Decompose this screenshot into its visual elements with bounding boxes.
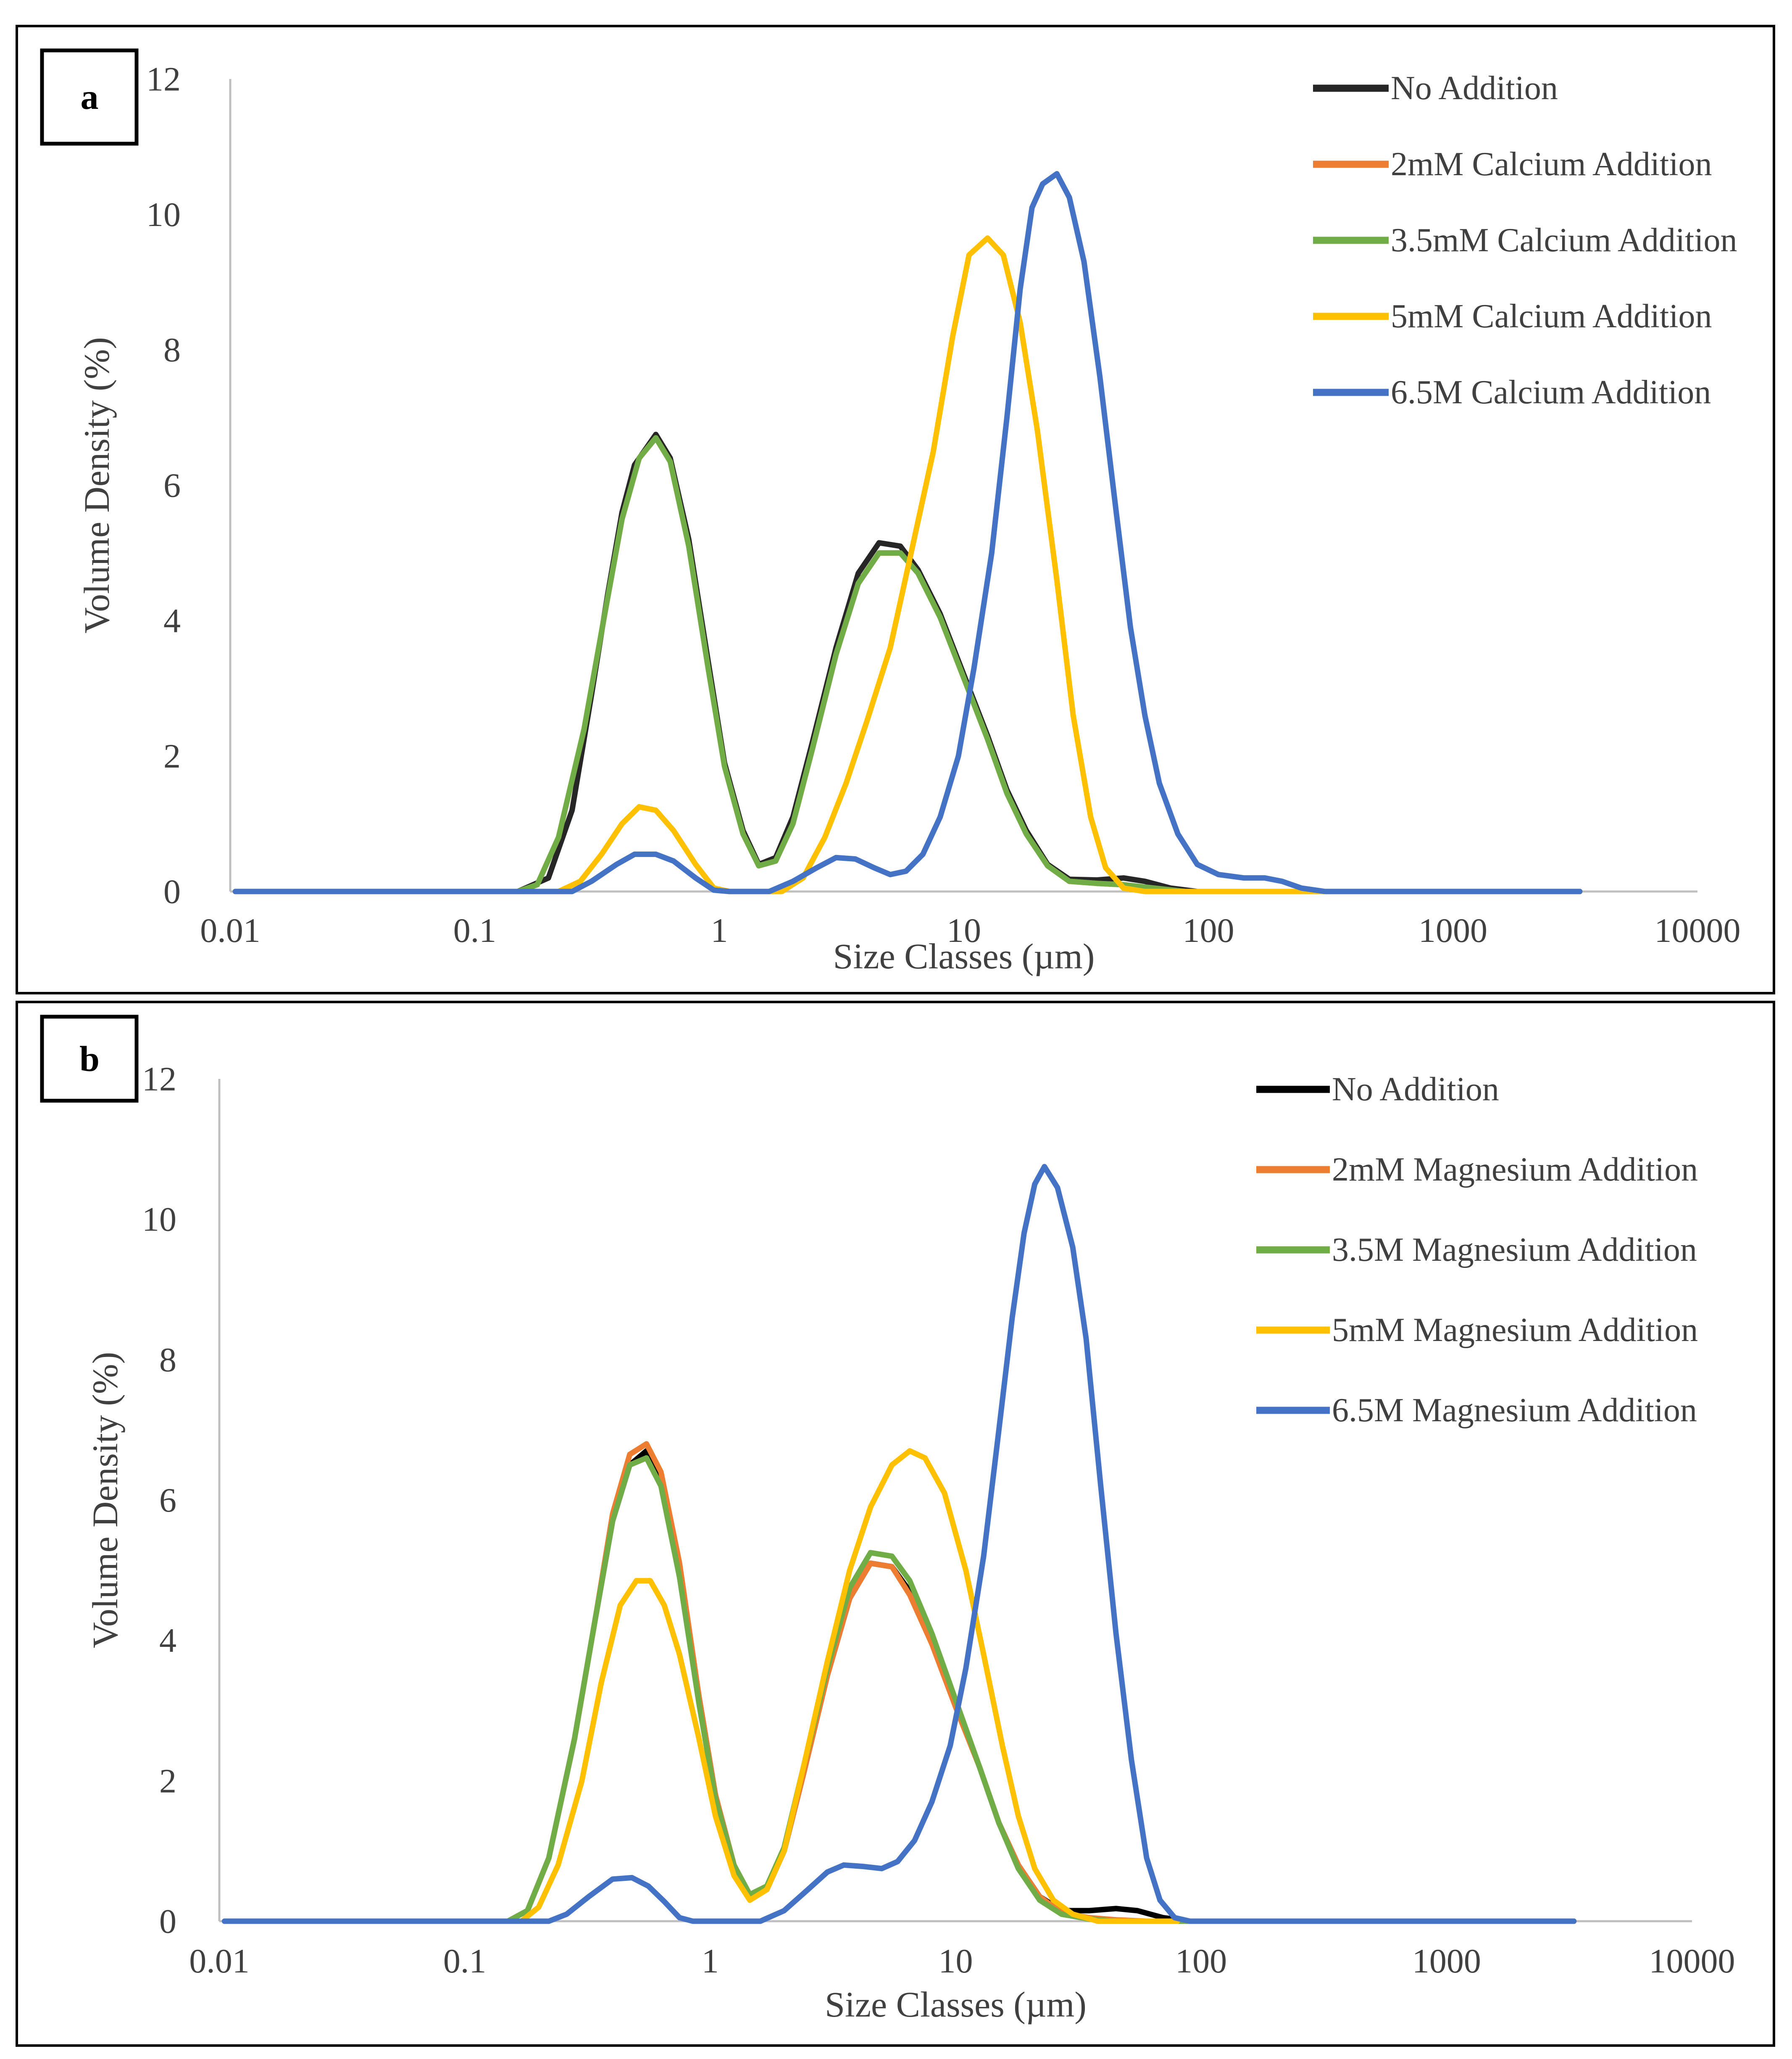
- series-line-4: [232, 235, 1328, 894]
- panel-a-label: a: [81, 76, 99, 117]
- x-tick-label: 1: [702, 1942, 719, 1980]
- legend-label: 3.5M Magnesium Addition: [1332, 1231, 1697, 1268]
- x-tick-label: 100: [1183, 911, 1234, 949]
- y-tick-label: 4: [163, 602, 181, 640]
- x-tick-label: 0.1: [453, 911, 497, 949]
- series-line-3: [232, 435, 1583, 894]
- panel-a-badge: [40, 48, 139, 146]
- x-axis-title: Size Classes (µm): [833, 936, 1095, 976]
- panel-b: 0 2 4 6 8 10 12 0.01 0.1 1 10 100 1000 10000 Size Clas…: [85, 1060, 1735, 2025]
- y-tick-label: 6: [163, 466, 181, 505]
- series-line-5: [221, 1164, 1577, 1924]
- legend-label: 6.5M Magnesium Addition: [1332, 1392, 1697, 1429]
- x-tick-label: 0.01: [189, 1942, 250, 1980]
- y-tick-label: 0: [163, 873, 181, 911]
- x-tick-label: 10000: [1655, 911, 1741, 949]
- y-tick-label: 6: [159, 1481, 176, 1519]
- x-tick-label: 10: [939, 1942, 973, 1980]
- legend-label: 5mM Calcium Addition: [1391, 298, 1712, 335]
- panel-a: 0 2 4 6 8 10 12 0.01 0.1 1 10 100 1000 10000 Size Clas…: [76, 60, 1741, 977]
- panel-b-frame: [16, 1001, 1775, 2047]
- x-tick-label: 10000: [1649, 1942, 1735, 1980]
- y-axis-title: Volume Density (%): [76, 337, 117, 633]
- y-tick-label: 12: [142, 1060, 176, 1098]
- legend-label: No Addition: [1391, 70, 1558, 107]
- x-tick-label: 0.1: [443, 1942, 487, 1980]
- x-tick-label: 0.01: [200, 911, 261, 949]
- x-axis-title: Size Classes (µm): [825, 1984, 1087, 2025]
- x-tick-label: 1000: [1412, 1942, 1481, 1980]
- series-line-4: [221, 1448, 1180, 1924]
- legend-label: 6.5M Calcium Addition: [1391, 374, 1711, 411]
- y-tick-label: 2: [159, 1762, 176, 1800]
- legend-label: 2mM Magnesium Addition: [1332, 1151, 1698, 1188]
- legend-label: No Addition: [1332, 1071, 1499, 1108]
- series-line-5: [232, 171, 1583, 894]
- y-tick-label: 8: [159, 1341, 176, 1379]
- x-tick-label: 10: [947, 911, 981, 949]
- panel-a-frame: [16, 25, 1775, 994]
- y-tick-label: 10: [142, 1200, 176, 1239]
- y-tick-label: 2: [163, 737, 181, 775]
- x-tick-label: 100: [1175, 1942, 1227, 1980]
- x-tick-label: 1: [711, 911, 728, 949]
- y-tick-label: 12: [146, 60, 181, 98]
- y-tick-label: 4: [159, 1621, 176, 1659]
- legend-label: 5mM Magnesium Addition: [1332, 1312, 1698, 1349]
- y-tick-label: 0: [159, 1902, 176, 1941]
- y-axis-title: Volume Density (%): [85, 1352, 125, 1648]
- x-tick-label: 1000: [1418, 911, 1487, 949]
- legend-label: 3.5mM Calcium Addition: [1391, 222, 1737, 259]
- panel-b-label: b: [79, 1039, 100, 1079]
- y-tick-label: 10: [146, 195, 181, 234]
- y-tick-label: 8: [163, 331, 181, 369]
- legend-label: 2mM Calcium Addition: [1391, 146, 1712, 183]
- panel-b-badge: [40, 1015, 139, 1103]
